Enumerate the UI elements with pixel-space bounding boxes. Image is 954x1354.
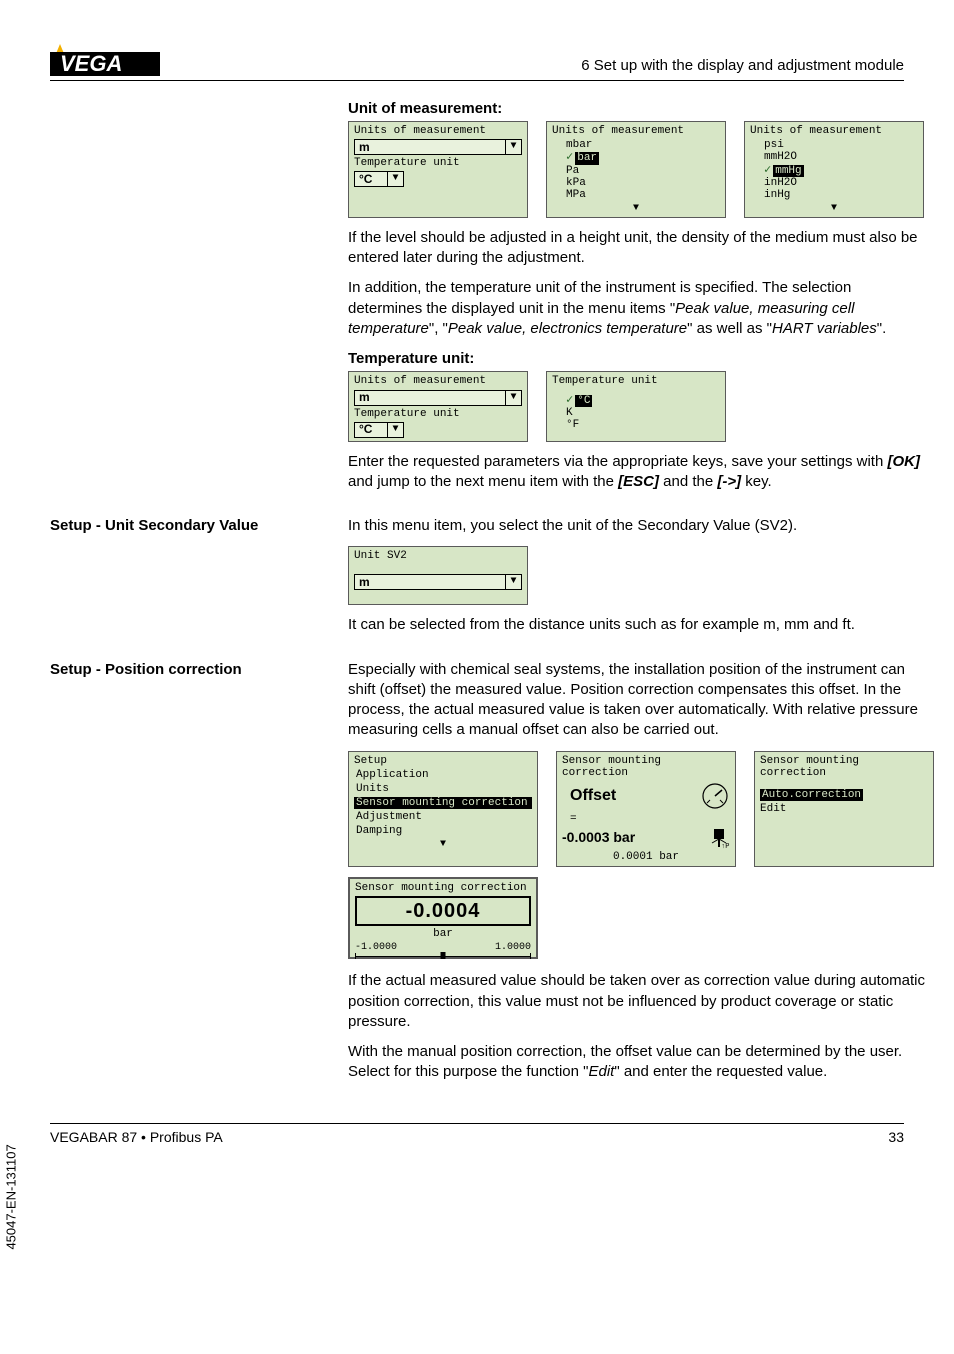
- lcd-temp-dropdowns: Units of measurement m ▼ Temperature uni…: [348, 371, 528, 441]
- units-dropdown[interactable]: m ▼: [354, 390, 522, 406]
- offset-small-value: 0.0001 bar: [562, 851, 730, 863]
- lcd-title: Units of measurement: [552, 125, 720, 137]
- unit-para-2: In addition, the temperature unit of the…: [348, 278, 924, 339]
- option[interactable]: Edit: [760, 803, 928, 815]
- chevron-down-icon: ▼: [505, 575, 521, 589]
- lcd-title: Units of measurement: [750, 125, 918, 137]
- lcd-units-dropdowns: Units of measurement m ▼ Temperature uni…: [348, 121, 528, 218]
- offset-value: -0.0003 bar: [562, 830, 635, 845]
- menu-item[interactable]: Application: [354, 769, 532, 781]
- gauge-icon: [700, 781, 730, 811]
- temp-dropdown[interactable]: °C ▼: [354, 171, 404, 187]
- chevron-down-icon: ▼: [387, 423, 403, 437]
- unit-measurement-heading: Unit of measurement:: [348, 99, 924, 119]
- menu-item[interactable]: Units: [354, 783, 532, 795]
- scroll-down-icon: ▼: [552, 203, 720, 214]
- pc-para-3: With the manual position correction, the…: [348, 1042, 934, 1083]
- unit-measurement-lcds: Units of measurement m ▼ Temperature uni…: [348, 121, 924, 218]
- units-dropdown[interactable]: m ▼: [354, 139, 522, 155]
- correction-unit: bar: [355, 928, 531, 940]
- option-selected[interactable]: ✓°C: [566, 394, 720, 407]
- chevron-down-icon: ▼: [387, 172, 403, 186]
- svg-text:VEGA: VEGA: [60, 51, 122, 76]
- option[interactable]: mbar: [566, 139, 720, 151]
- option[interactable]: kPa: [566, 177, 720, 189]
- option[interactable]: MPa: [566, 189, 720, 201]
- scale-min: -1.0000: [355, 942, 397, 953]
- temp-para: Enter the requested parameters via the a…: [348, 452, 924, 493]
- option[interactable]: Pa: [566, 165, 720, 177]
- sv-para-1: In this menu item, you select the unit o…: [348, 516, 904, 536]
- option[interactable]: psi: [764, 139, 918, 151]
- option[interactable]: °F: [566, 419, 720, 431]
- scale-max: 1.0000: [495, 942, 531, 953]
- header-bar: VEGA 6 Set up with the display and adjus…: [50, 40, 904, 81]
- sv2-dropdown[interactable]: m ▼: [354, 574, 522, 590]
- temp-dropdown[interactable]: °C ▼: [354, 422, 404, 438]
- correction-big-value: -0.0004: [363, 900, 523, 922]
- temperature-unit-heading: Temperature unit:: [348, 349, 924, 369]
- lcd-units-list-1: Units of measurement mbar ✓bar Pa kPa MP…: [546, 121, 726, 218]
- option[interactable]: K: [566, 407, 720, 419]
- pc-para-1: Especially with chemical seal systems, t…: [348, 660, 934, 741]
- doc-id: 45047-EN-131107: [2, 1145, 20, 1250]
- menu-item[interactable]: Damping: [354, 825, 532, 837]
- sensor-icon: ↑P: [708, 827, 730, 849]
- unit-para-1: If the level should be adjusted in a hei…: [348, 228, 924, 269]
- svg-text:↑P: ↑P: [721, 843, 729, 849]
- option-selected[interactable]: ✓mmHg: [764, 164, 918, 177]
- option-selected[interactable]: Auto.correction: [760, 789, 928, 801]
- lcd-temp-list: Temperature unit ✓°C K °F: [546, 371, 726, 441]
- scroll-down-icon: ▼: [354, 839, 532, 850]
- menu-item-selected[interactable]: Sensor mounting correction: [354, 797, 532, 809]
- lcd-correction-value: Sensor mounting correction -0.0004 bar -…: [348, 877, 538, 959]
- position-correction-label: Setup - Position correction: [50, 660, 330, 1093]
- sv-para-2: It can be selected from the distance uni…: [348, 615, 904, 635]
- vega-logo: VEGA: [50, 40, 160, 76]
- product-name: VEGABAR 87 • Profibus PA: [50, 1128, 223, 1147]
- option[interactable]: inHg: [764, 189, 918, 201]
- chevron-down-icon: ▼: [505, 391, 521, 405]
- chapter-title: 6 Set up with the display and adjustment…: [581, 56, 904, 76]
- pc-para-2: If the actual measured value should be t…: [348, 971, 934, 1032]
- lcd-correction-mode: Sensor mounting correction Auto.correcti…: [754, 751, 934, 867]
- scroll-down-icon: ▼: [750, 203, 918, 214]
- lcd-units-list-2: Units of measurement psi mmH2O ✓mmHg inH…: [744, 121, 924, 218]
- lcd-offset: Sensor mounting correction Offset = -0.0…: [556, 751, 736, 867]
- secondary-value-label: Setup - Unit Secondary Value: [50, 516, 330, 646]
- lcd-setup-menu: Setup Application Units Sensor mounting …: [348, 751, 538, 867]
- chevron-down-icon: ▼: [505, 140, 521, 154]
- lcd-sv2: Unit SV2 m ▼: [348, 546, 528, 605]
- lcd-title: Units of measurement: [354, 125, 522, 137]
- option[interactable]: mmH2O: [764, 151, 918, 163]
- option[interactable]: inH2O: [764, 177, 918, 189]
- temp-unit-label: Temperature unit: [354, 157, 522, 169]
- menu-item[interactable]: Adjustment: [354, 811, 532, 823]
- offset-label: Offset: [562, 787, 616, 805]
- page-number: 33: [888, 1128, 904, 1147]
- page-footer: VEGABAR 87 • Profibus PA 33: [50, 1123, 904, 1147]
- option-selected[interactable]: ✓bar: [566, 151, 720, 164]
